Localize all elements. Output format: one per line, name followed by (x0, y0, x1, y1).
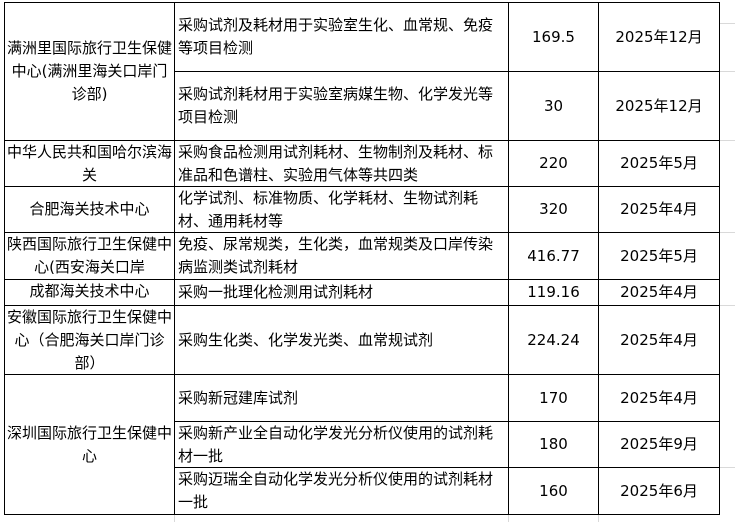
org-cell-text: 满洲里国际旅行卫生保健中心(满洲里海关口岸门诊部) (7, 39, 173, 103)
amount-cell-text: 170 (539, 388, 568, 407)
date-cell-text: 2025年5月 (620, 154, 698, 172)
amount-cell[interactable]: 224.24 (508, 305, 599, 375)
content-cell-text: 采购新冠建库试剂 (178, 388, 299, 407)
date-cell-text: 2025年6月 (620, 481, 698, 500)
content-cell[interactable]: 采购生化类、化学发光类、血常规试剂 (174, 305, 509, 375)
org-cell[interactable]: 满洲里国际旅行卫生保健中心(满洲里海关口岸门诊部) (4, 2, 175, 141)
amount-cell-text: 160 (539, 481, 568, 500)
amount-cell-text: 30 (543, 96, 564, 115)
date-cell[interactable]: 2025年4月 (598, 186, 720, 233)
date-cell-text: 2025年12月 (615, 27, 703, 46)
date-cell[interactable]: 2025年5月 (598, 232, 720, 280)
amount-cell[interactable]: 416.77 (508, 232, 599, 280)
content-cell-text: 采购生化类、化学发光类、血常规试剂 (178, 330, 434, 349)
date-cell[interactable]: 2025年4月 (598, 374, 720, 422)
content-cell[interactable]: 免疫、尿常规类，生化类，血常规类及口岸传染病监测类试剂耗材 (174, 232, 509, 280)
date-cell-text: 2025年4月 (620, 388, 698, 407)
org-cell[interactable]: 成都海关技术中心 (4, 279, 175, 306)
content-cell-text: 采购食品检测用试剂耗材、生物制剂及耗材、标准品和色谱柱、实验用气体等共四类 (178, 142, 494, 184)
content-cell[interactable]: 采购新产业全自动化学发光分析仪使用的试剂耗材一批 (174, 421, 509, 468)
org-cell-text: 中华人民共和国哈尔滨海关 (7, 142, 173, 184)
amount-cell-text: 224.24 (527, 330, 580, 349)
amount-cell-text: 119.16 (527, 283, 580, 301)
org-cell-text: 深圳国际旅行卫生保健中心 (7, 423, 173, 465)
org-cell[interactable]: 中华人民共和国哈尔滨海关 (4, 140, 175, 187)
date-cell[interactable]: 2025年6月 (598, 467, 720, 515)
amount-cell[interactable]: 30 (508, 71, 599, 141)
date-cell-text: 2025年4月 (620, 200, 698, 218)
org-cell-text: 成都海关技术中心 (29, 282, 150, 300)
amount-cell[interactable]: 320 (508, 186, 599, 233)
amount-cell[interactable]: 169.5 (508, 2, 599, 72)
sheet-gridline (174, 513, 175, 522)
content-cell[interactable]: 采购迈瑞全自动化学发光分析仪使用的试剂耗材一批 (174, 467, 509, 515)
content-cell-text: 采购新产业全自动化学发光分析仪使用的试剂耗材一批 (178, 423, 494, 465)
org-cell[interactable]: 陕西国际旅行卫生保健中心(西安海关口岸 (4, 232, 175, 280)
content-cell-text: 采购一批理化检测用试剂耗材 (178, 283, 374, 301)
content-cell[interactable]: 采购一批理化检测用试剂耗材 (174, 279, 509, 306)
sheet-gridline (718, 23, 735, 24)
org-cell[interactable]: 合肥海关技术中心 (4, 186, 175, 233)
date-cell-text: 2025年9月 (620, 435, 698, 453)
content-cell-text: 采购迈瑞全自动化学发光分析仪使用的试剂耗材一批 (178, 470, 494, 511)
date-cell[interactable]: 2025年5月 (598, 140, 720, 187)
date-cell[interactable]: 2025年12月 (598, 71, 720, 141)
date-cell-text: 2025年5月 (620, 246, 698, 265)
sheet-gridline (718, 232, 735, 233)
content-cell-text: 采购试剂耗材用于实验室病媒生物、化学发光等项目检测 (178, 85, 494, 126)
sheet-gridline (718, 71, 735, 72)
org-cell-text: 陕西国际旅行卫生保健中心(西安海关口岸 (7, 235, 173, 276)
amount-cell[interactable]: 220 (508, 140, 599, 187)
content-cell-text: 免疫、尿常规类，生化类，血常规类及口岸传染病监测类试剂耗材 (178, 235, 494, 276)
amount-cell-text: 320 (539, 200, 568, 218)
content-cell[interactable]: 化学试剂、标准物质、化学耗材、生物试剂耗材、通用耗材等 (174, 186, 509, 233)
amount-cell[interactable]: 170 (508, 374, 599, 422)
sheet-gridline (598, 513, 599, 522)
date-cell-text: 2025年4月 (620, 283, 698, 301)
org-cell-text: 合肥海关技术中心 (29, 200, 150, 218)
content-cell[interactable]: 采购新冠建库试剂 (174, 374, 509, 422)
sheet-gridline (718, 467, 735, 468)
org-cell-text: 安徽国际旅行卫生保健中心（合肥海关口岸门诊部） (7, 307, 173, 372)
amount-cell-text: 220 (539, 154, 568, 172)
date-cell[interactable]: 2025年12月 (598, 2, 720, 72)
date-cell-text: 2025年4月 (620, 330, 698, 349)
content-cell[interactable]: 采购食品检测用试剂耗材、生物制剂及耗材、标准品和色谱柱、实验用气体等共四类 (174, 140, 509, 187)
amount-cell-text: 416.77 (527, 246, 580, 265)
content-cell[interactable]: 采购试剂耗材用于实验室病媒生物、化学发光等项目检测 (174, 71, 509, 141)
amount-cell[interactable]: 180 (508, 421, 599, 468)
org-cell[interactable]: 深圳国际旅行卫生保健中心 (4, 374, 175, 515)
date-cell[interactable]: 2025年4月 (598, 279, 720, 306)
sheet-gridline (718, 140, 735, 141)
amount-cell[interactable]: 119.16 (508, 279, 599, 306)
content-cell-text: 化学试剂、标准物质、化学耗材、生物试剂耗材、通用耗材等 (178, 188, 479, 230)
date-cell[interactable]: 2025年9月 (598, 421, 720, 468)
amount-cell[interactable]: 160 (508, 467, 599, 515)
date-cell[interactable]: 2025年4月 (598, 305, 720, 375)
content-cell-text: 采购试剂及耗材用于实验室生化、血常规、免疫等项目检测 (178, 16, 494, 57)
content-cell[interactable]: 采购试剂及耗材用于实验室生化、血常规、免疫等项目检测 (174, 2, 509, 72)
amount-cell-text: 180 (539, 435, 568, 453)
date-cell-text: 2025年12月 (615, 96, 703, 115)
org-cell[interactable]: 安徽国际旅行卫生保健中心（合肥海关口岸门诊部） (4, 305, 175, 375)
sheet-gridline (718, 305, 735, 306)
amount-cell-text: 169.5 (532, 27, 575, 46)
sheet-gridline (508, 513, 509, 522)
